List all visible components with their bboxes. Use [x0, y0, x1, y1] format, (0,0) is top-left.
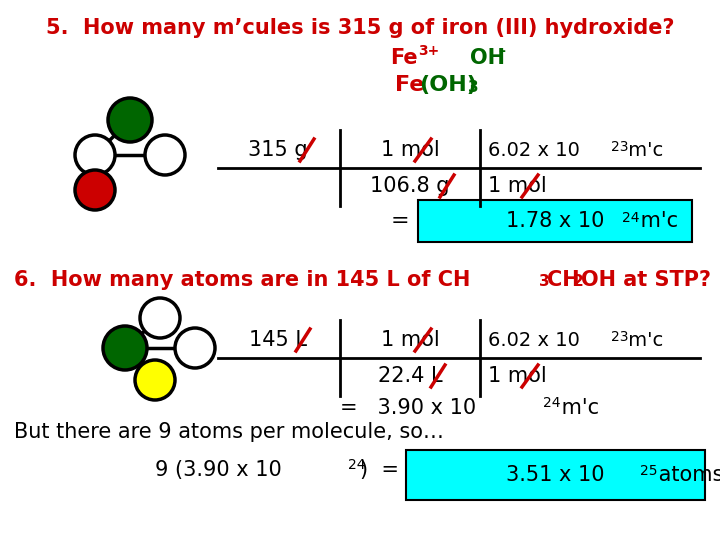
Text: –: – — [498, 44, 505, 58]
Text: 2: 2 — [573, 274, 584, 289]
Text: 1.78 x 10: 1.78 x 10 — [506, 211, 604, 231]
Text: 315 g: 315 g — [248, 140, 308, 160]
Text: 3: 3 — [468, 80, 479, 95]
Text: CH: CH — [547, 270, 580, 290]
Circle shape — [135, 360, 175, 400]
Text: 145 L: 145 L — [249, 330, 307, 350]
Text: 6.02 x 10: 6.02 x 10 — [488, 141, 580, 160]
FancyBboxPatch shape — [406, 450, 705, 500]
Circle shape — [145, 135, 185, 175]
Text: Fe: Fe — [395, 75, 424, 95]
Text: 24: 24 — [543, 396, 560, 410]
Text: m'c: m'c — [555, 398, 599, 418]
Circle shape — [175, 328, 215, 368]
Circle shape — [108, 98, 152, 142]
Text: But there are 9 atoms per molecule, so…: But there are 9 atoms per molecule, so… — [14, 422, 444, 442]
Text: 9 (3.90 x 10: 9 (3.90 x 10 — [155, 460, 282, 480]
Circle shape — [75, 170, 115, 210]
Circle shape — [103, 326, 147, 370]
Text: m'c: m'c — [634, 211, 678, 231]
Text: 3.51 x 10: 3.51 x 10 — [505, 465, 604, 485]
Circle shape — [140, 298, 180, 338]
Text: 1 mol: 1 mol — [488, 176, 546, 196]
Text: OH at STP?: OH at STP? — [581, 270, 711, 290]
Text: 22.4 L: 22.4 L — [378, 366, 442, 386]
Text: Fe: Fe — [390, 48, 418, 68]
Text: m'c: m'c — [622, 141, 663, 160]
Text: =: = — [391, 211, 409, 231]
Text: 106.8 g: 106.8 g — [370, 176, 450, 196]
Circle shape — [75, 135, 115, 175]
Text: )  =: ) = — [360, 460, 399, 480]
Text: 1 mol: 1 mol — [488, 366, 546, 386]
Text: 25: 25 — [640, 464, 657, 478]
Text: 24: 24 — [348, 458, 366, 472]
Text: OH: OH — [470, 48, 505, 68]
Text: =   3.90 x 10: = 3.90 x 10 — [340, 398, 476, 418]
Text: 24: 24 — [622, 211, 639, 225]
Text: 6.02 x 10: 6.02 x 10 — [488, 331, 580, 350]
Text: 6.  How many atoms are in 145 L of CH: 6. How many atoms are in 145 L of CH — [14, 270, 470, 290]
Text: atoms: atoms — [652, 465, 720, 485]
Text: 3: 3 — [539, 274, 549, 289]
Text: 3+: 3+ — [418, 44, 439, 58]
Text: 23: 23 — [611, 140, 629, 154]
Text: m'c: m'c — [622, 331, 663, 350]
Text: 23: 23 — [611, 330, 629, 344]
Text: 5.  How many m’cules is 315 g of iron (III) hydroxide?: 5. How many m’cules is 315 g of iron (II… — [46, 18, 674, 38]
Text: (OH): (OH) — [419, 75, 477, 95]
Text: 1 mol: 1 mol — [381, 330, 439, 350]
Text: 1 mol: 1 mol — [381, 140, 439, 160]
FancyBboxPatch shape — [418, 200, 692, 242]
